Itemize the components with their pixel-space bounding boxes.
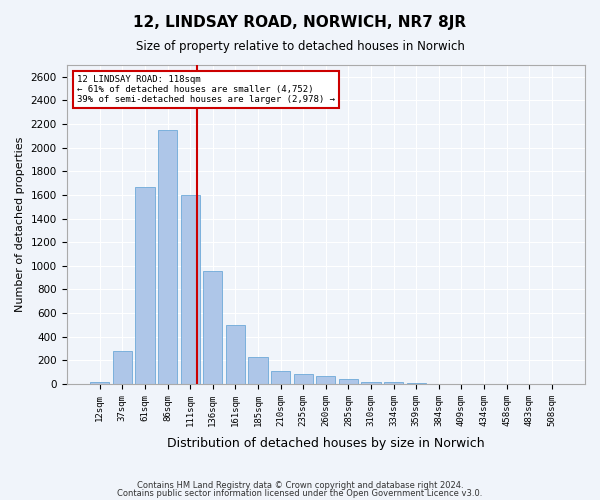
Bar: [226, 325, 245, 384]
Bar: [316, 376, 335, 384]
Bar: [271, 371, 290, 384]
Y-axis label: Number of detached properties: Number of detached properties: [15, 137, 25, 312]
Text: 12, LINDSAY ROAD, NORWICH, NR7 8JR: 12, LINDSAY ROAD, NORWICH, NR7 8JR: [133, 15, 467, 30]
Bar: [361, 382, 380, 384]
Bar: [113, 351, 132, 384]
Bar: [136, 186, 155, 384]
Bar: [248, 356, 268, 384]
Text: Contains public sector information licensed under the Open Government Licence v3: Contains public sector information licen…: [118, 488, 482, 498]
X-axis label: Distribution of detached houses by size in Norwich: Distribution of detached houses by size …: [167, 437, 485, 450]
Text: Size of property relative to detached houses in Norwich: Size of property relative to detached ho…: [136, 40, 464, 53]
Bar: [293, 374, 313, 384]
Text: 12 LINDSAY ROAD: 118sqm
← 61% of detached houses are smaller (4,752)
39% of semi: 12 LINDSAY ROAD: 118sqm ← 61% of detache…: [77, 74, 335, 104]
Bar: [203, 270, 223, 384]
Bar: [90, 382, 109, 384]
Bar: [158, 130, 177, 384]
Bar: [181, 195, 200, 384]
Bar: [339, 379, 358, 384]
Text: Contains HM Land Registry data © Crown copyright and database right 2024.: Contains HM Land Registry data © Crown c…: [137, 481, 463, 490]
Bar: [384, 382, 403, 384]
